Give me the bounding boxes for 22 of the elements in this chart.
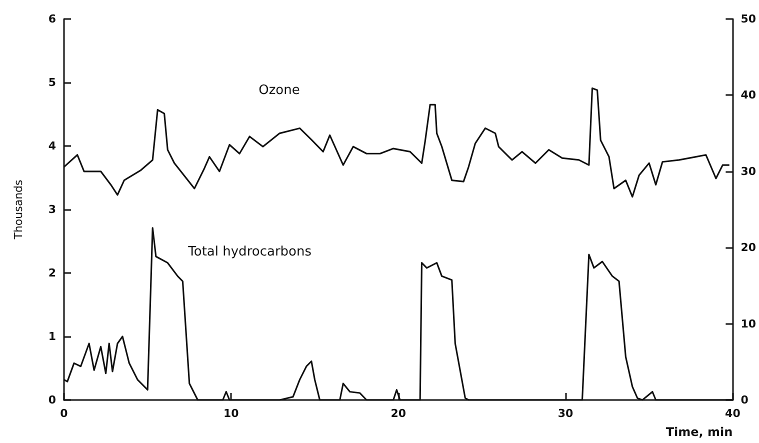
y2-tick-label: 50 xyxy=(740,12,756,26)
series-label: Total hydrocarbons xyxy=(187,244,312,260)
y-tick-label: 3 xyxy=(48,203,56,216)
y2-tick-label: 40 xyxy=(740,88,756,102)
y2-tick-label: 0 xyxy=(740,394,749,406)
text: Ozone xyxy=(258,82,300,98)
y-tick-label: 2 xyxy=(48,266,56,280)
y-tick-label: 6 xyxy=(48,12,56,26)
y2-tick-label: 30 xyxy=(740,164,756,178)
y-tick-label: 1 xyxy=(48,330,56,343)
y2-tick-label: 10 xyxy=(740,317,756,330)
y2-tick-label: 20 xyxy=(740,241,756,254)
x-tick-label: 0 xyxy=(60,407,68,420)
x-tick-label: 20 xyxy=(390,407,406,420)
y-tick-label: 0 xyxy=(48,394,56,406)
y-tick-label: 4 xyxy=(48,140,56,152)
y-tick-label: 5 xyxy=(48,76,56,89)
x-tick-label: 30 xyxy=(558,407,574,420)
x-tick-label: 10 xyxy=(224,407,240,420)
y-axis-title: Thousands xyxy=(12,179,25,240)
x-axis-title: Time, min xyxy=(666,425,733,439)
x-tick-label: 40 xyxy=(725,407,741,420)
